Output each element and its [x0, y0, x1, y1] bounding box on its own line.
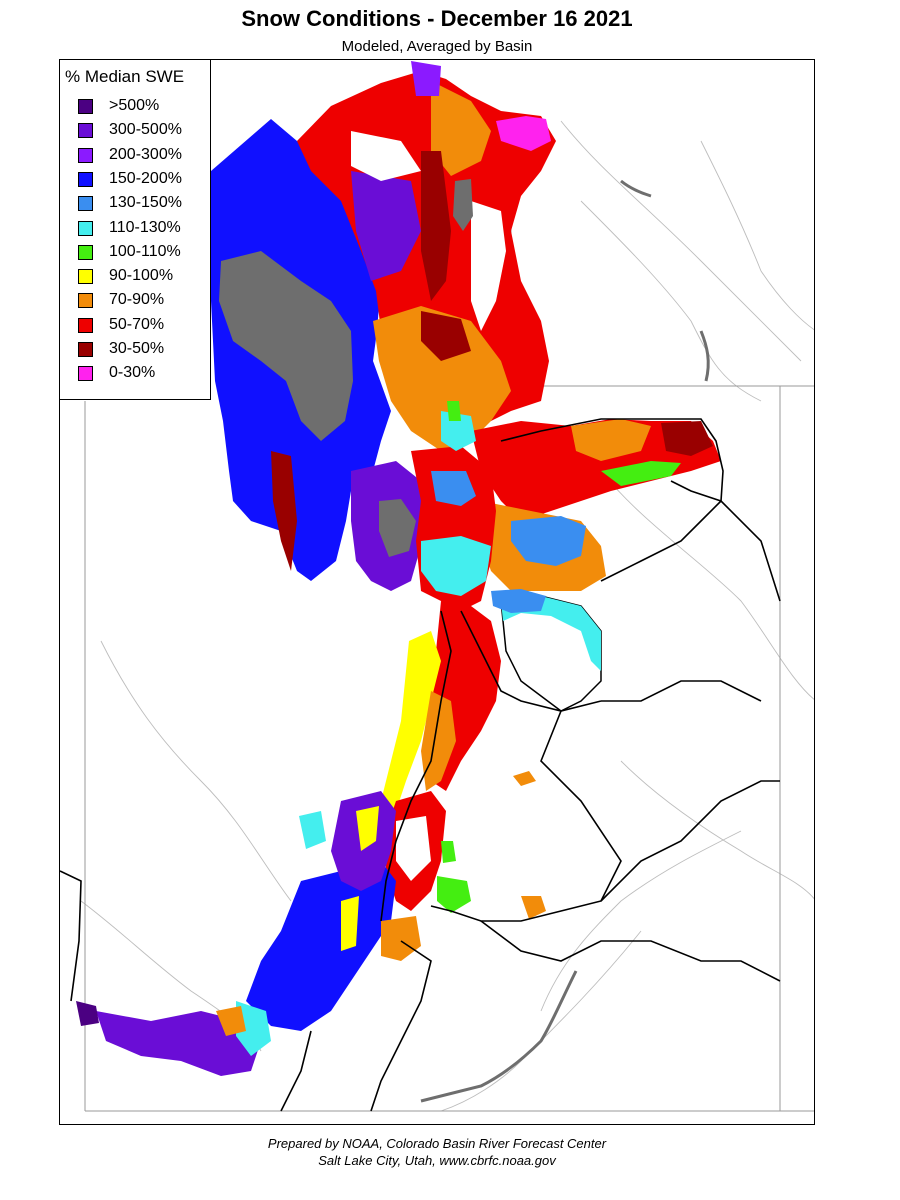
legend-swatch: [78, 342, 93, 357]
basin-provo-cyan: [421, 536, 491, 596]
basin-bear-orange: [431, 81, 491, 176]
basin-sevier-yellow: [381, 631, 441, 811]
basin-uinta-orange: [571, 419, 651, 461]
legend-label: >500%: [109, 97, 160, 114]
legend-label: 150-200%: [109, 169, 182, 187]
basin-southwest-purple: [96, 1011, 261, 1076]
basin-jordan-nodata: [379, 499, 416, 557]
legend-label: 100-110%: [109, 242, 181, 260]
basin-sevier-white: [396, 816, 431, 881]
basin-duchesne-blue: [511, 516, 586, 566]
legend-title: % Median SWE: [65, 67, 185, 86]
basin-south-cyan: [299, 811, 326, 849]
legend-label: 50-70%: [109, 315, 165, 333]
basin-bear-white2: [471, 201, 506, 331]
map-subtitle: Modeled, Averaged by Basin: [341, 38, 533, 55]
legend-label: 30-50%: [109, 340, 165, 357]
legend-swatch: [78, 220, 93, 236]
basin-southwest-violet: [76, 1001, 99, 1026]
basin-bear-purple: [351, 171, 421, 281]
basin-southwest-cyan: [236, 1001, 271, 1056]
basin-bear-maroon: [421, 151, 451, 301]
basin-east-orange: [513, 771, 536, 786]
legend-swatch: [78, 147, 93, 163]
basin-sevier-orange: [421, 691, 456, 791]
reservoirs: [420, 179, 710, 1103]
basin-bear-magenta: [496, 116, 551, 151]
legend-swatch: [78, 317, 93, 333]
legend-swatch: [78, 196, 93, 212]
basin-provo-blue: [431, 471, 476, 506]
basin-weber: [373, 306, 511, 451]
legend-label: 0-30%: [109, 364, 156, 382]
basin-weber-maroon: [421, 311, 471, 361]
legend: % Median SWE >500% 300-500% 200-300% 150-20…: [59, 59, 211, 400]
legend-swatch: [78, 171, 93, 187]
legend-swatch: [78, 123, 93, 139]
basin-price-cyan: [501, 596, 601, 671]
legend-label: 90-100%: [109, 267, 174, 285]
legend-swatch: [78, 293, 93, 309]
basin-south-orange: [381, 916, 421, 961]
legend-label: 200-300%: [109, 145, 182, 163]
basin-price-blue: [491, 589, 546, 613]
basin-sevier-green2: [441, 841, 456, 863]
basin-south-yellow: [356, 806, 379, 851]
basin-southwest-orange: [216, 1006, 246, 1036]
legend-label: 300-500%: [109, 121, 182, 139]
credit-line-1: Prepared by NOAA, Colorado Basin River F…: [267, 1136, 607, 1151]
map-frame: [59, 59, 815, 1125]
legend-swatch: [78, 366, 93, 382]
legend-label: 130-150%: [109, 194, 182, 212]
legend-swatch: [78, 99, 93, 114]
basin-south-blue: [246, 861, 396, 1031]
basin-bear-lake-nodata: [453, 179, 473, 231]
basin-east-orange2: [521, 896, 546, 919]
basin-uinta-maroon: [661, 421, 713, 456]
swe-basin-map: [60, 61, 814, 1112]
legend-label: 70-90%: [109, 291, 165, 309]
basin-south-yellow2: [341, 896, 359, 951]
map-title: Snow Conditions - December 16 2021: [241, 6, 633, 31]
basin-sevier-green: [437, 876, 471, 913]
credit-line-2: Salt Lake City, Utah, www.cbrfc.noaa.gov: [318, 1153, 556, 1168]
dark-streak-west: [271, 451, 297, 571]
basin-uinta-north: [471, 419, 721, 521]
legend-label: 110-130%: [109, 218, 181, 236]
basin-provo-green: [447, 401, 461, 421]
basin-boundaries: [60, 418, 781, 1112]
legend-swatch: [78, 269, 93, 285]
basin-bear-white: [351, 131, 421, 181]
legend-swatch: [78, 244, 93, 260]
no-data-salt-lake: [219, 251, 353, 441]
basin-bear-violet: [411, 61, 441, 96]
basin-uinta-green: [601, 461, 681, 486]
